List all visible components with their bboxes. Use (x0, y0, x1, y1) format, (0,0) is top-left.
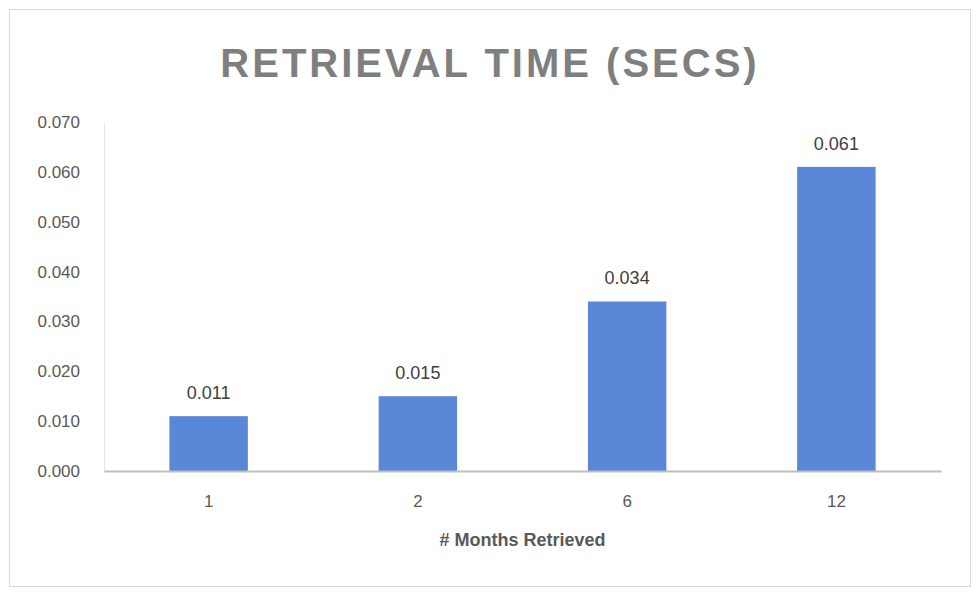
y-tick: 0.020 (37, 362, 104, 381)
data-label: 0.011 (187, 383, 231, 403)
y-axis: 0.000 0.010 0.020 0.030 0.040 0.050 0.060 0.070 (37, 113, 104, 481)
y-tick: 0.030 (37, 312, 104, 331)
chart-title: RETRIEVAL TIME (SECS) (220, 41, 759, 85)
y-tick: 0.070 (37, 113, 104, 132)
y-tick: 0.010 (37, 412, 104, 431)
chart: RETRIEVAL TIME (SECS) 0.000 0.010 0.020 0.03… (0, 0, 980, 596)
x-tick-label: 12 (827, 492, 846, 511)
y-tick-label: 0.070 (37, 113, 80, 132)
y-tick-label: 0.060 (37, 163, 80, 182)
y-tick: 0.050 (37, 213, 104, 232)
y-axis-line (104, 123, 105, 472)
y-tick: 0.060 (37, 163, 104, 182)
bar (588, 301, 666, 471)
x-tick-label: 1 (204, 492, 213, 511)
data-labels: 0.011 0.015 0.034 0.061 (187, 134, 859, 403)
y-tick-label: 0.050 (37, 213, 80, 232)
x-tick: 2 (413, 471, 422, 511)
x-tick: 12 (827, 471, 846, 511)
y-tick-label: 0.010 (37, 412, 80, 431)
x-axis-title: # Months Retrieved (439, 530, 605, 550)
data-label: 0.015 (395, 363, 440, 383)
x-axis: 12612 (105, 471, 942, 511)
data-label: 0.061 (814, 134, 859, 154)
x-tick-label: 2 (413, 492, 422, 511)
bars (169, 167, 875, 471)
y-tick: 0.000 (37, 462, 104, 481)
bar (797, 167, 875, 471)
bar (169, 416, 247, 471)
y-tick: 0.040 (37, 263, 104, 282)
data-label: 0.034 (605, 268, 650, 288)
x-tick: 6 (622, 471, 631, 511)
y-tick-label: 0.030 (37, 312, 80, 331)
y-tick-label: 0.020 (37, 362, 80, 381)
x-tick: 1 (204, 471, 213, 511)
x-tick-label: 6 (622, 492, 631, 511)
bar (379, 396, 457, 471)
x-axis-line (105, 471, 942, 473)
chart-border (10, 10, 971, 587)
y-tick-label: 0.040 (37, 263, 80, 282)
y-tick-label: 0.000 (37, 462, 80, 481)
